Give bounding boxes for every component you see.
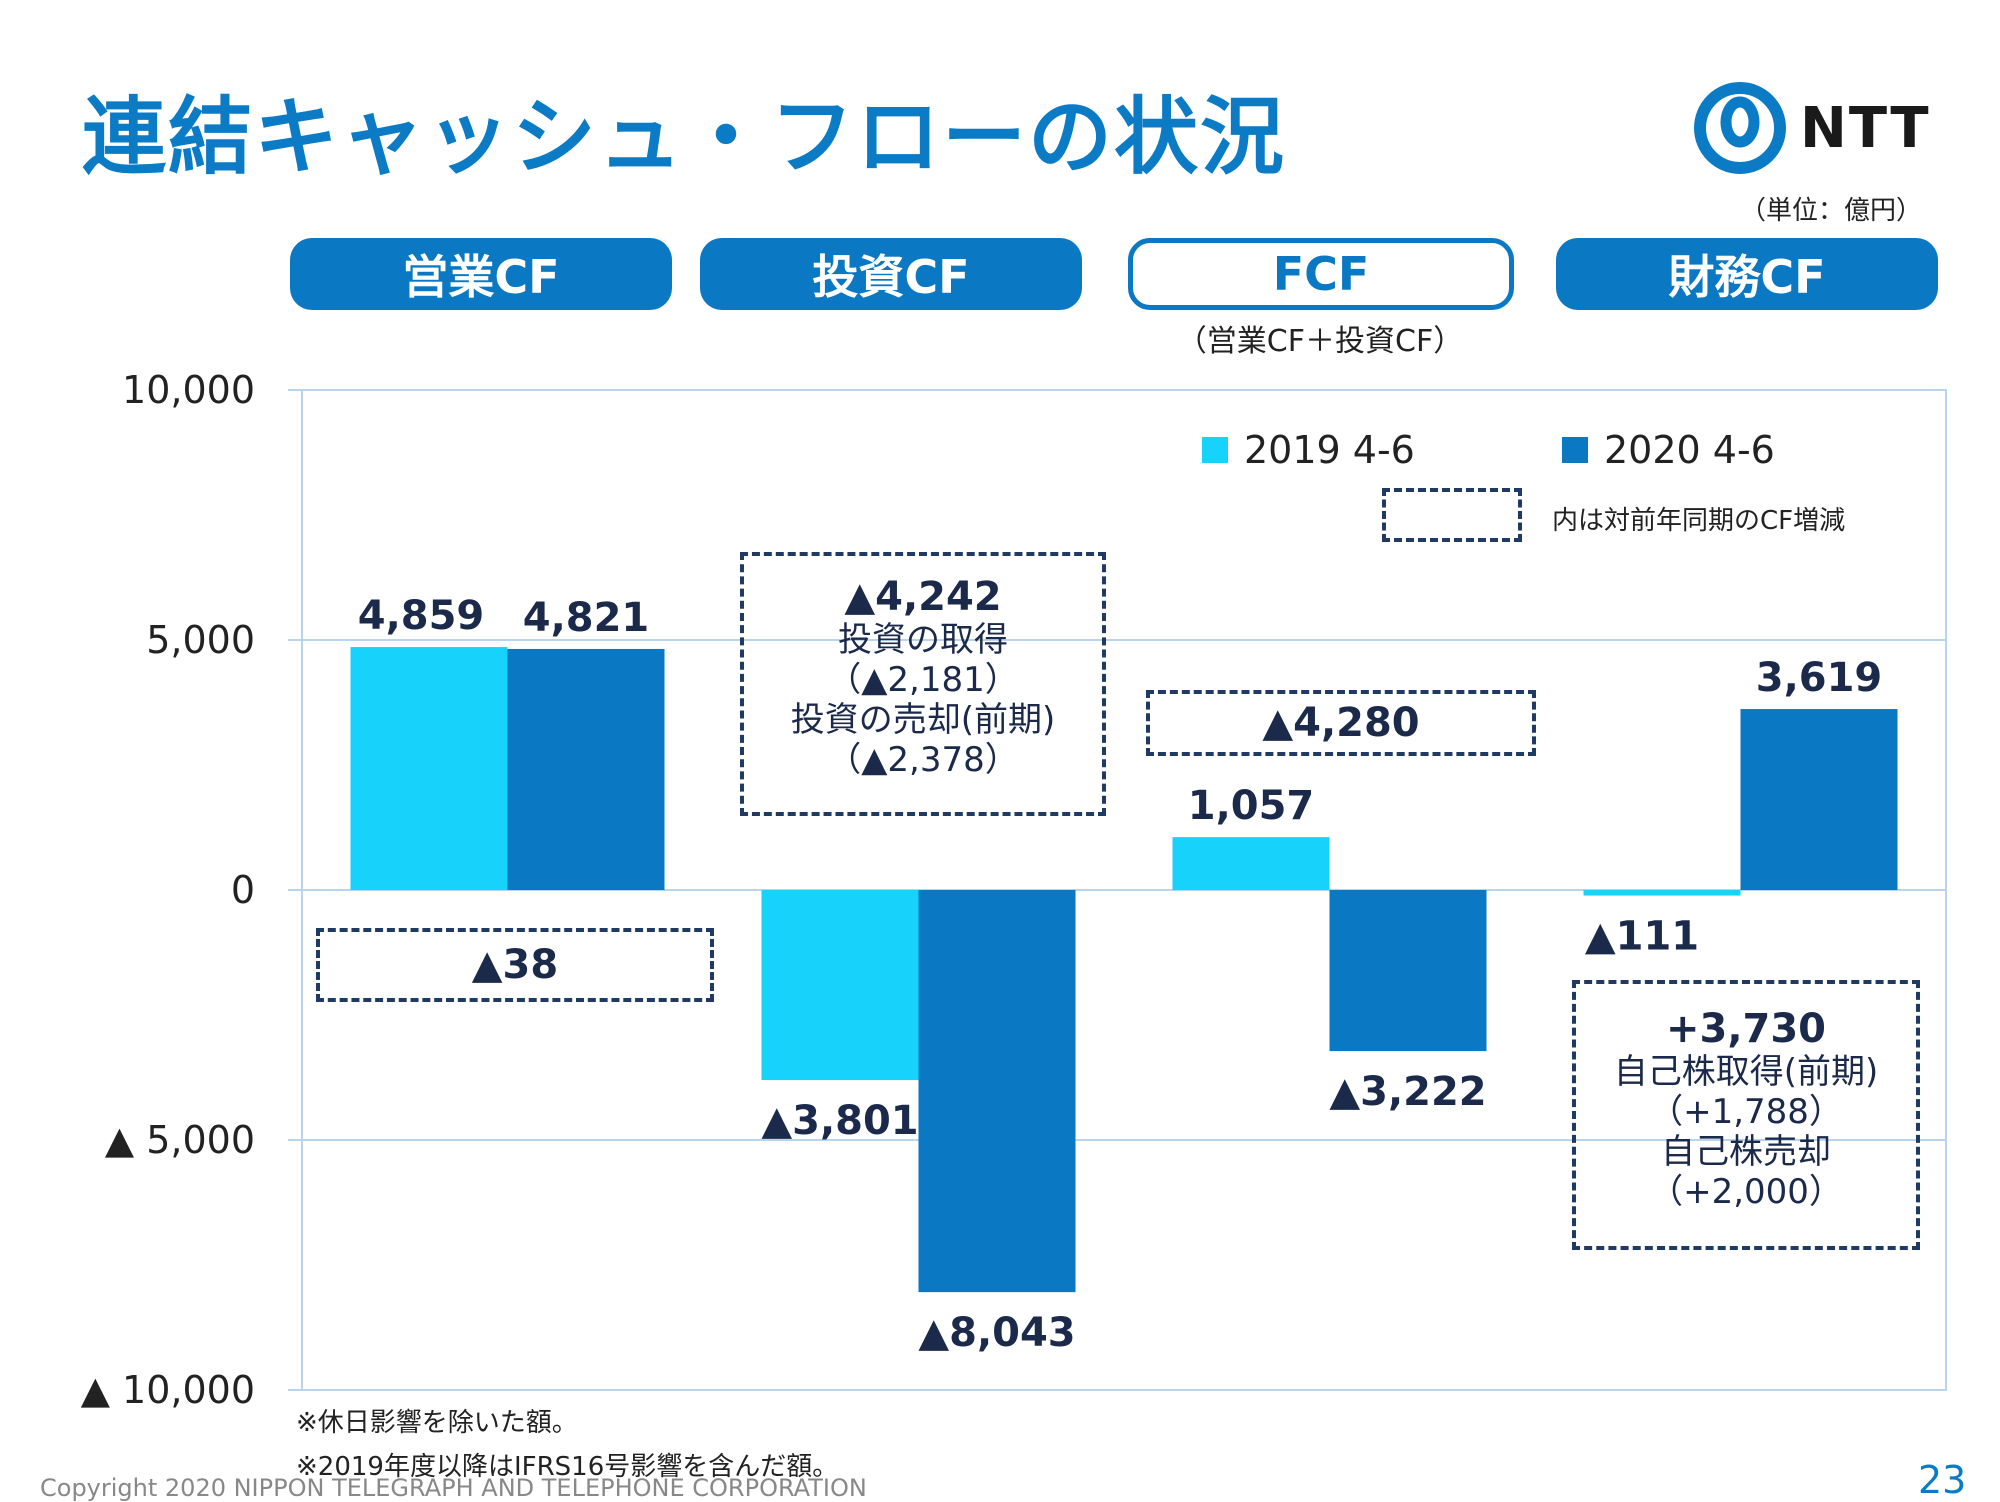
legend-item-2020: 2020 4-6 [1562, 428, 1775, 472]
y-tick-label: ▲ 5,000 [105, 1118, 255, 1162]
legend-swatch-2020 [1562, 437, 1588, 463]
change-financing-line4: （+2,000） [1649, 1172, 1843, 1212]
change-operating-value: ▲38 [471, 942, 559, 988]
bar [1583, 890, 1741, 896]
change-investing-line1: 投資の取得 [838, 620, 1008, 660]
data-label: 3,619 [1756, 655, 1883, 701]
data-label: ▲111 [1585, 914, 1699, 960]
bar [761, 890, 919, 1081]
legend-label-2020: 2020 4-6 [1604, 428, 1775, 472]
change-box-fcf: ▲4,280 [1146, 690, 1536, 756]
change-box-operating: ▲38 [316, 928, 714, 1002]
change-box-financing: +3,730 自己株取得(前期) （+1,788） 自己株売却 （+2,000） [1572, 980, 1920, 1250]
unit-label: （単位：億円） [1740, 196, 1923, 226]
copyright: Copyright 2020 NIPPON TELEGRAPH AND TELE… [40, 1474, 867, 1502]
bar [350, 647, 508, 890]
bar [1329, 890, 1487, 1052]
page-title: 連結キャッシュ・フローの状況 [82, 88, 1287, 186]
change-financing-line3: 自己株売却 [1661, 1132, 1831, 1172]
page-number: 23 [1918, 1458, 1967, 1502]
legend-dashed-box [1382, 488, 1522, 542]
change-investing-line3: 投資の売却(前期) [790, 700, 1056, 740]
change-financing-line2: （+1,788） [1649, 1092, 1843, 1132]
data-label: 4,821 [523, 595, 650, 641]
category-operating-cf: 営業CF [290, 238, 672, 310]
data-label: ▲8,043 [918, 1310, 1075, 1356]
change-investing-value: ▲4,242 [844, 574, 1002, 620]
change-financing-value: +3,730 [1665, 1006, 1827, 1052]
change-fcf-value: ▲4,280 [1262, 700, 1420, 746]
ntt-logo: NTT [1690, 78, 1930, 178]
bar [918, 890, 1076, 1293]
change-box-investing: ▲4,242 投資の取得 （▲2,181） 投資の売却(前期) （▲2,378） [740, 552, 1106, 816]
data-label: ▲3,222 [1329, 1069, 1486, 1115]
footnote-1: ※休日影響を除いた額。 [296, 1408, 578, 1438]
bar [1740, 709, 1898, 890]
legend-dashed-box-label: 内は対前年同期のCF増減 [1552, 506, 1846, 536]
category-fcf-subtitle: （営業CF＋投資CF） [1176, 324, 1464, 359]
y-tick-label: 10,000 [122, 368, 255, 412]
data-label: 1,057 [1188, 783, 1315, 829]
bar [507, 648, 665, 890]
logo-text: NTT [1800, 96, 1931, 161]
legend-swatch-2019 [1202, 437, 1228, 463]
bar [1172, 837, 1330, 890]
data-label: 4,859 [358, 593, 485, 639]
legend-item-2019: 2019 4-6 [1202, 428, 1415, 472]
y-tick-label: 5,000 [146, 618, 255, 662]
change-investing-line2: （▲2,181） [827, 660, 1019, 700]
footnote-2: ※2019年度以降はIFRS16号影響を含んだ額。 [296, 1452, 839, 1482]
change-financing-line1: 自己株取得(前期) [1613, 1052, 1879, 1092]
y-tick-label: 0 [231, 868, 255, 912]
legend-label-2019: 2019 4-6 [1244, 428, 1415, 472]
change-investing-line4: （▲2,378） [827, 740, 1019, 780]
category-investing-cf: 投資CF [700, 238, 1082, 310]
ntt-logo-icon [1694, 82, 1786, 174]
y-tick-label: ▲ 10,000 [81, 1368, 255, 1412]
category-fcf: FCF [1128, 238, 1514, 310]
category-financing-cf: 財務CF [1556, 238, 1938, 310]
data-label: ▲3,801 [761, 1098, 918, 1144]
